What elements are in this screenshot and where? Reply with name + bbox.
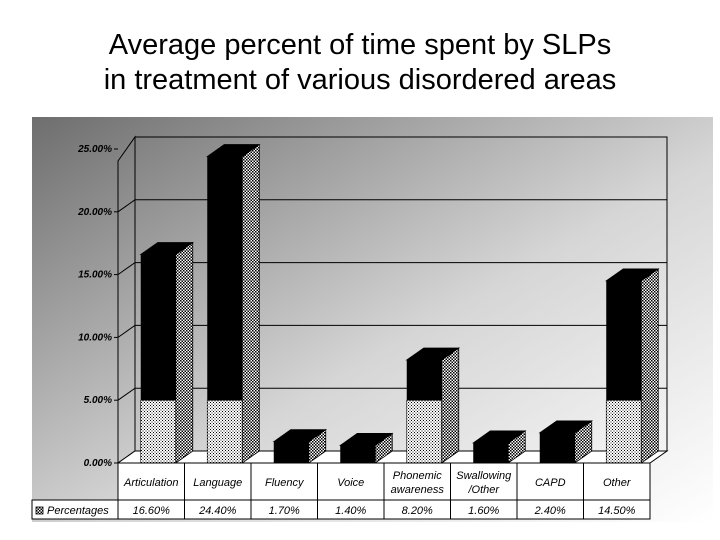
y-tick-label: 15.00%	[78, 270, 112, 281]
bar-face-lower	[206, 399, 243, 464]
data-value-label: 8.20%	[402, 505, 433, 517]
bar	[139, 241, 195, 464]
bar-top	[538, 420, 594, 434]
title-line-1: Average percent of time spent by SLPs	[108, 29, 612, 61]
data-table: Articulation Language Fluency Voice Phonemic…	[31, 462, 651, 520]
y-tick-label: 10.00%	[78, 332, 112, 343]
x-category-label: Articulation	[123, 477, 178, 489]
gridlines	[117, 199, 667, 401]
bars	[139, 143, 660, 464]
x-category-label: Fluency	[265, 477, 305, 489]
gridline	[117, 387, 667, 401]
data-value-label: 1.40%	[335, 505, 366, 517]
legend-key	[35, 506, 44, 515]
bar-face	[473, 442, 509, 463]
gridline	[117, 324, 667, 338]
bar-face	[273, 441, 309, 463]
title-line-2: in treatment of various disordered areas	[103, 64, 617, 96]
category-label-line: Fluency	[265, 477, 305, 489]
data-value-label: 16.60%	[133, 505, 171, 517]
bar-top	[604, 268, 660, 282]
category-label-line: Voice	[337, 477, 364, 489]
bar-face-upper	[606, 280, 642, 401]
x-category-label: Swallowing/Other	[456, 470, 512, 496]
y-tick-label: 0.00%	[84, 458, 112, 469]
bar	[604, 268, 660, 464]
category-label-line: Articulation	[123, 477, 178, 489]
gridline	[117, 262, 667, 276]
x-category-label: CAPD	[535, 477, 566, 489]
bar-side	[640, 268, 659, 464]
y-axis-ticks: 0.00% 5.00% 10.00% 15.00% 20.00% 25.00%	[77, 144, 118, 469]
bar	[471, 430, 527, 464]
bar-face-upper	[406, 360, 442, 401]
x-category-label: Voice	[337, 477, 364, 489]
bar-top	[205, 144, 261, 157]
data-value-label: 24.40%	[198, 505, 237, 517]
x-category-label: Phonemic awareness	[391, 470, 445, 496]
data-value-label: 1.60%	[468, 505, 499, 517]
bar-face-lower	[605, 399, 642, 464]
x-category-label: Other	[603, 477, 632, 489]
data-value-label: 1.70%	[269, 505, 300, 517]
data-value-label: 2.40%	[534, 505, 566, 517]
bar-side	[175, 241, 194, 464]
bar-side	[241, 143, 260, 464]
legend-series-name: Percentages	[47, 505, 109, 517]
y-tick-label: 25.00%	[77, 144, 112, 155]
category-label-line: Language	[193, 477, 242, 489]
bar	[272, 428, 328, 464]
bar-side	[441, 347, 460, 464]
category-label-line: /Other	[467, 484, 500, 496]
bar-top	[139, 242, 195, 255]
bar-face-upper	[140, 254, 176, 401]
bar	[338, 432, 394, 464]
bar-top	[272, 429, 328, 443]
category-label-line: Swallowing	[456, 470, 512, 482]
bar-top	[405, 347, 461, 361]
category-label-line: Other	[603, 477, 632, 489]
bar-face	[340, 445, 376, 463]
bar	[538, 420, 594, 464]
bar	[405, 347, 461, 464]
slide-title: Average percent of time spent by SLPs in…	[0, 28, 720, 98]
bar-face-lower	[406, 399, 443, 464]
x-category-label: Language	[193, 477, 242, 489]
bar-face	[539, 432, 575, 463]
y-tick-label: 5.00%	[84, 395, 112, 406]
bar	[205, 143, 261, 464]
bar-top	[338, 433, 394, 446]
bar-face-lower	[140, 399, 177, 464]
bar-top	[471, 430, 527, 444]
category-label-line: CAPD	[535, 477, 566, 489]
y-tick-label: 20.00%	[77, 207, 112, 218]
data-value-label: 14.50%	[598, 505, 636, 517]
gridline	[117, 199, 667, 213]
bar-face-upper	[207, 156, 243, 401]
category-label-line: Phonemic	[393, 470, 442, 482]
category-label-line: awareness	[391, 484, 445, 496]
